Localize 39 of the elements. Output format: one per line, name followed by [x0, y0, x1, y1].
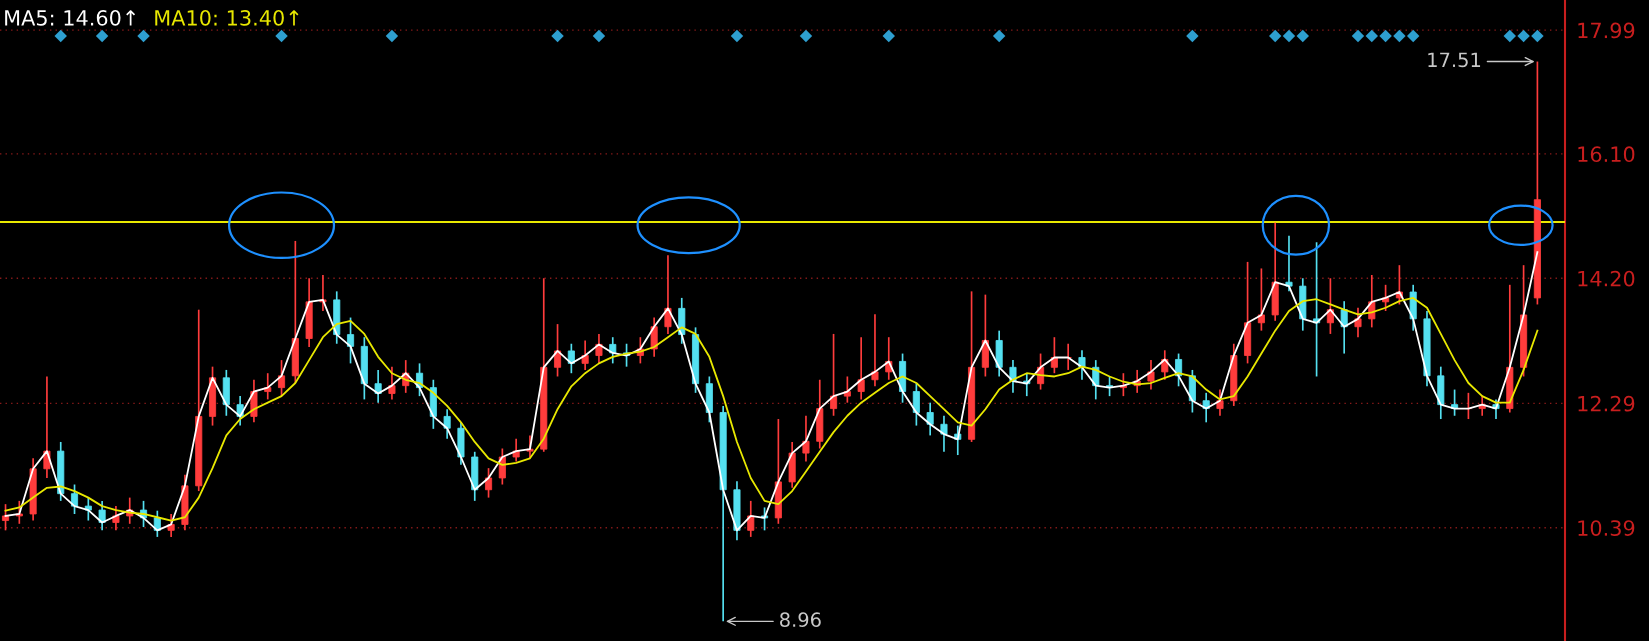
candlestick — [871, 313, 879, 388]
candlestick — [15, 500, 23, 525]
candlestick — [167, 513, 175, 538]
candlestick — [664, 254, 672, 335]
candlestick — [112, 505, 120, 532]
y-tick-label: 16.10 — [1578, 146, 1635, 163]
candlestick — [84, 496, 92, 522]
y-tick-label: 12.29 — [1578, 395, 1635, 412]
candlestick — [830, 333, 838, 417]
candlestick — [347, 316, 355, 365]
candlestick — [1216, 388, 1224, 417]
candlestick — [926, 401, 934, 437]
candlestick — [98, 500, 106, 532]
candlestick — [388, 365, 396, 401]
candlestick — [485, 467, 493, 499]
candlestick — [278, 359, 286, 397]
annotation: 8.96 — [780, 612, 821, 627]
annotation: 17.51 — [1428, 52, 1481, 68]
candlestick — [581, 339, 589, 371]
y-tick-label: 14.20 — [1578, 270, 1635, 287]
candlestick — [71, 483, 79, 515]
text: MA5: 14.60↑ — [5, 9, 136, 26]
candlestick — [747, 500, 755, 538]
candlestick — [940, 414, 948, 453]
candlestick — [1147, 359, 1155, 391]
candlestick — [443, 408, 451, 440]
candlestick — [2, 503, 10, 532]
candlestick — [609, 336, 617, 365]
y-tick-label: 10.39 — [1578, 520, 1635, 536]
candlestick — [857, 336, 865, 401]
candlestick — [802, 414, 810, 463]
text: MA10: 13.40↑ — [155, 9, 299, 26]
candlestick — [1340, 300, 1348, 355]
candlestick — [912, 382, 920, 427]
candlestick — [1285, 234, 1293, 293]
candlestick — [1354, 306, 1362, 339]
y-tick-label: 17.99 — [1578, 22, 1635, 39]
candlestick — [1078, 349, 1086, 381]
candlestick — [843, 375, 851, 404]
